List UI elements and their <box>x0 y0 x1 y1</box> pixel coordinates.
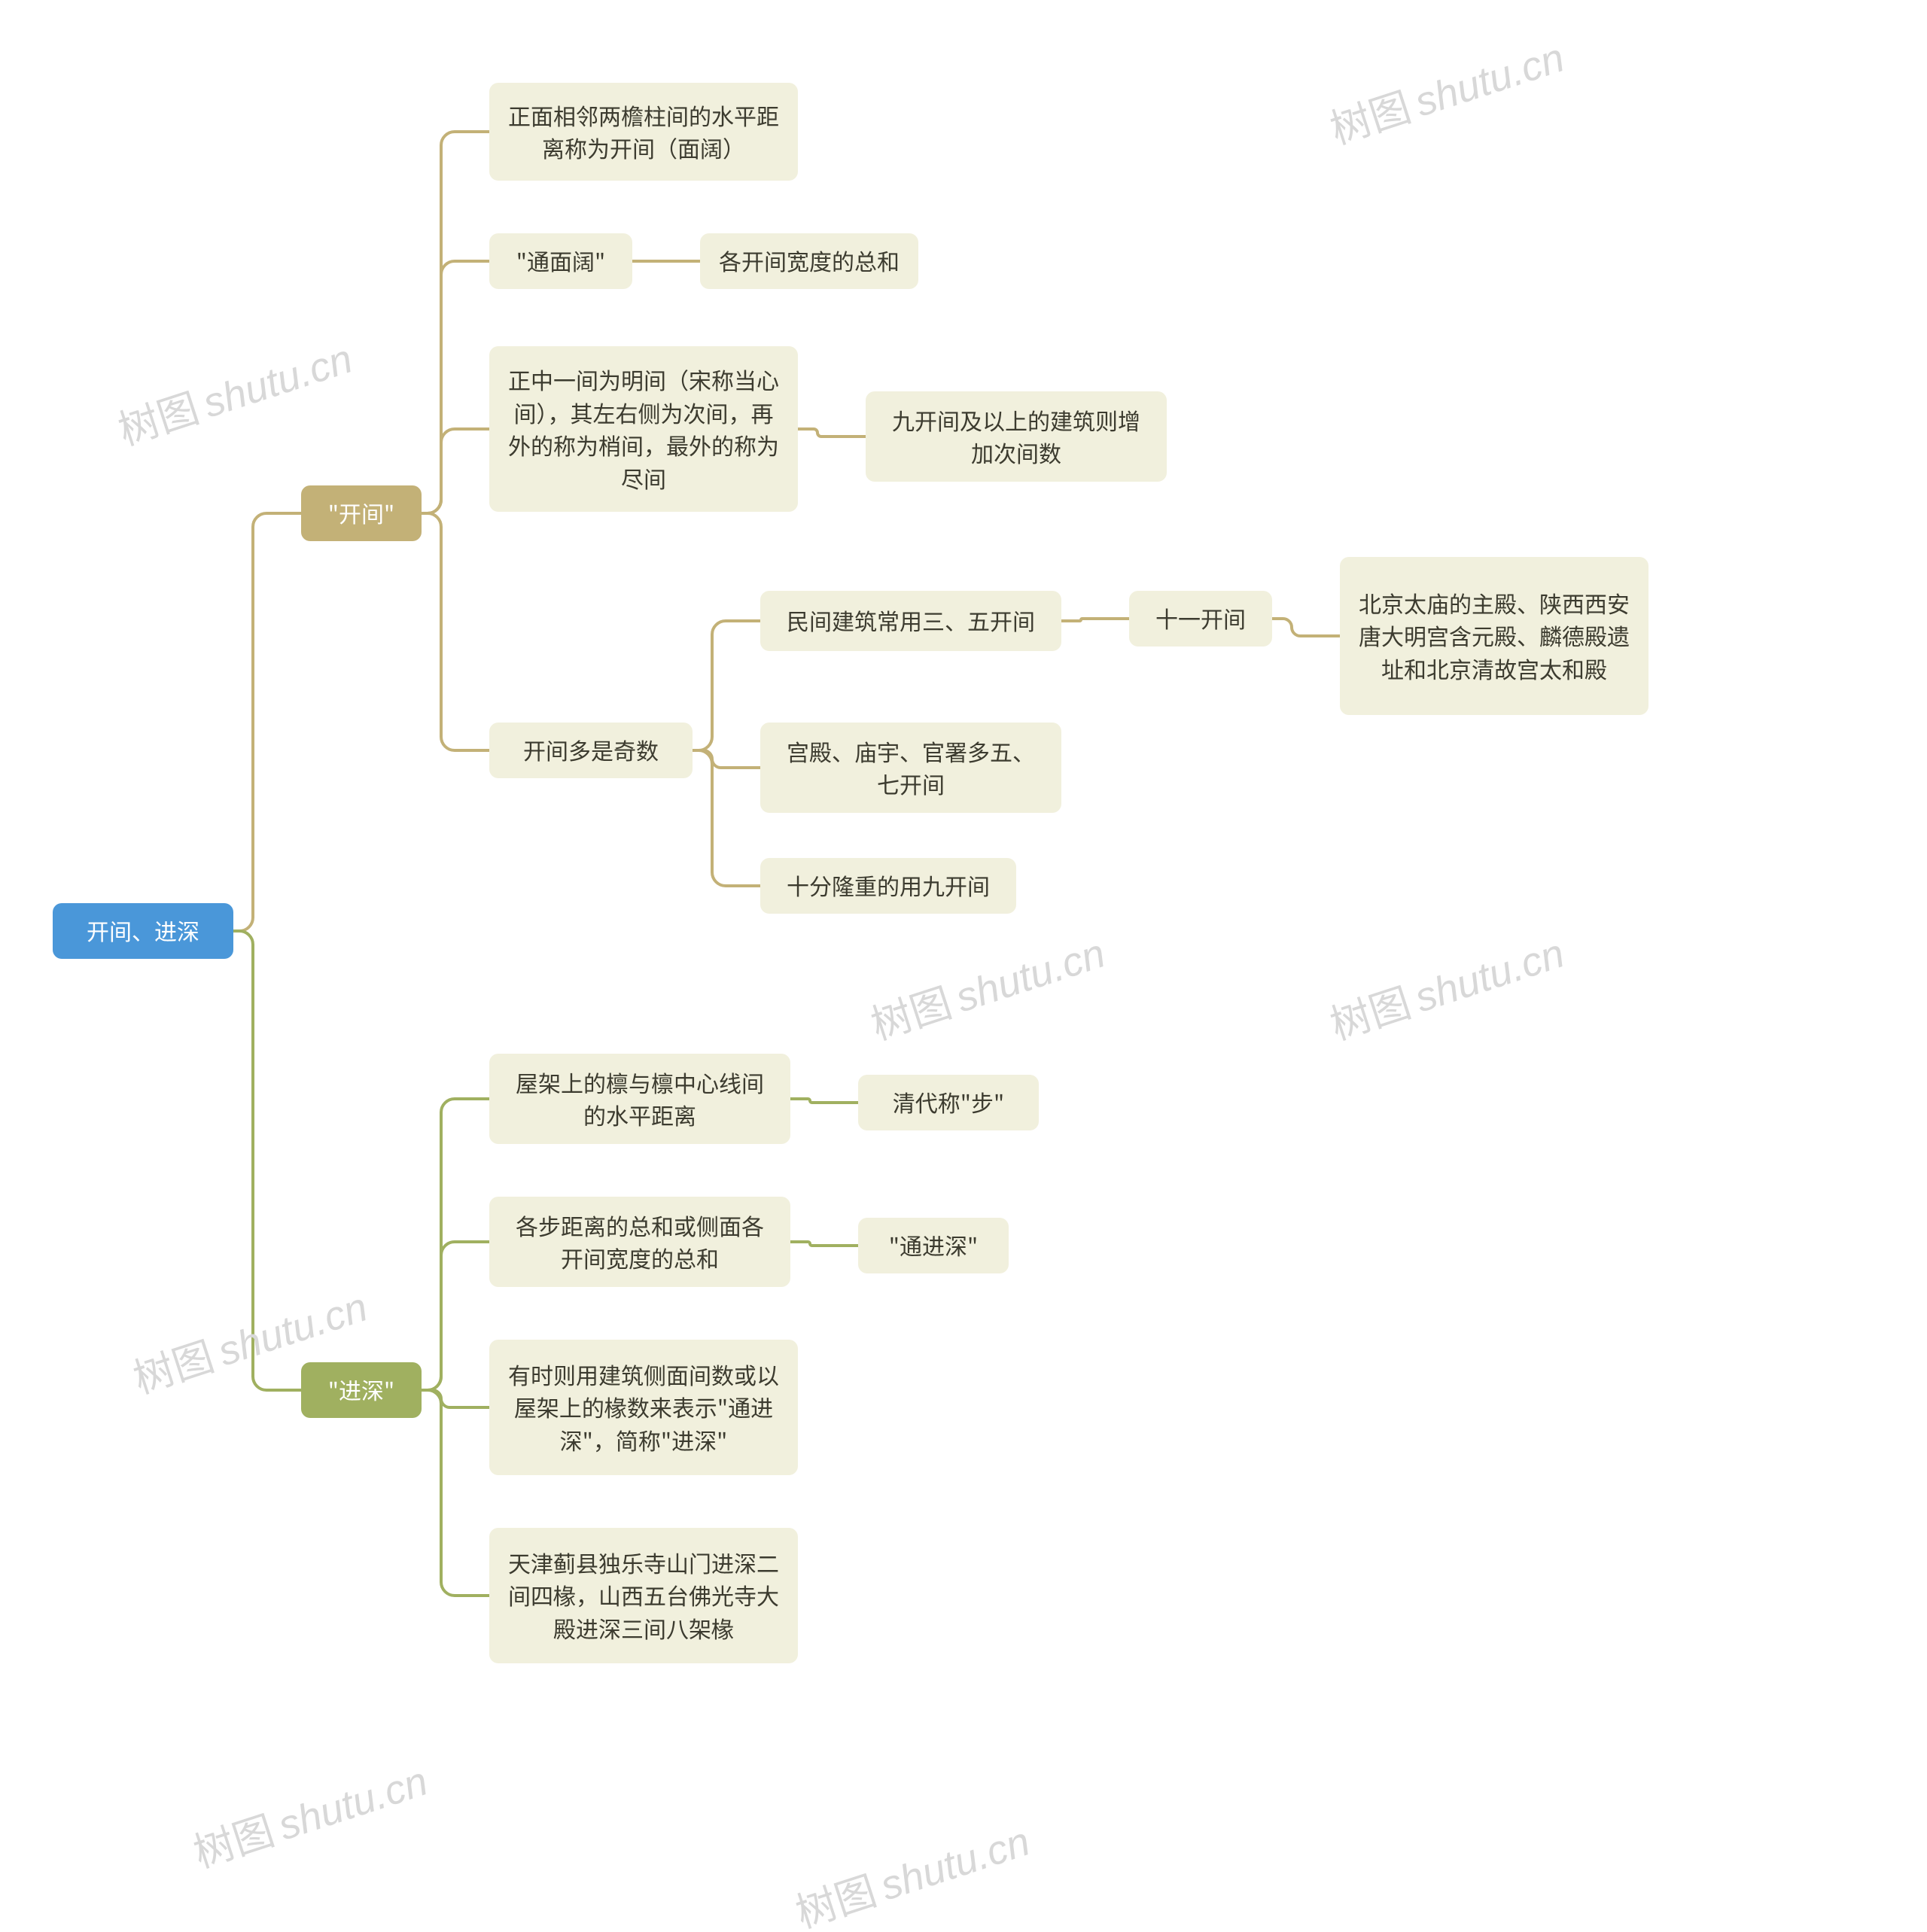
node-solemn-nine: 十分隆重的用九开间 <box>760 858 1016 914</box>
edge <box>233 931 301 1390</box>
node-jinshen-alias: 有时则用建筑侧面间数或以屋架上的椽数来表示"通进深"，简称"进深" <box>489 1340 798 1475</box>
node-mingjian-definition: 正中一间为明间（宋称当心间），其左右侧为次间，再外的称为梢间，最外的称为尽间 <box>489 346 798 512</box>
node-label: 正中一间为明间（宋称当心间），其左右侧为次间，再外的称为梢间，最外的称为尽间 <box>506 364 781 494</box>
node-label: 正面相邻两檐柱间的水平距离称为开间（面阔） <box>506 99 781 165</box>
edge <box>422 1242 489 1390</box>
node-label: 十一开间 <box>1155 602 1246 635</box>
node-label: 十分隆重的用九开间 <box>787 869 990 902</box>
edge <box>798 429 866 437</box>
node-jinshen: "进深" <box>301 1362 422 1418</box>
node-tongmiankuo: "通面阔" <box>489 233 632 289</box>
node-jinshen-label: "进深" <box>328 1374 394 1407</box>
edge <box>790 1242 858 1246</box>
edge <box>422 1390 489 1596</box>
node-label: "通面阔" <box>516 245 605 278</box>
node-kaijian-definition: 正面相邻两檐柱间的水平距离称为开间（面阔） <box>489 83 798 181</box>
node-label: 天津蓟县独乐寺山门进深二间四椽，山西五台佛光寺大殿进深三间八架椽 <box>506 1547 781 1645</box>
edge <box>233 513 301 931</box>
node-tongmiankuo-definition: 各开间宽度的总和 <box>700 233 918 289</box>
node-label: 屋架上的檩与檩中心线间的水平距离 <box>506 1066 774 1132</box>
node-tongjinshen: "通进深" <box>858 1218 1009 1273</box>
node-label: 宫殿、庙宇、官署多五、七开间 <box>777 735 1045 801</box>
node-jinshen-examples: 天津蓟县独乐寺山门进深二间四椽，山西五台佛光寺大殿进深三间八架椽 <box>489 1528 798 1663</box>
node-label: 九开间及以上的建筑则增加次间数 <box>882 404 1150 470</box>
node-label: 北京太庙的主殿、陕西西安唐大明宫含元殿、麟德殿遗址和北京清故宫太和殿 <box>1356 587 1632 686</box>
node-label: 清代称"步" <box>893 1086 1004 1119</box>
node-root-label: 开间、进深 <box>87 914 199 948</box>
node-kaijian: "开间" <box>301 485 422 541</box>
node-label: 有时则用建筑侧面间数或以屋架上的椽数来表示"通进深"，简称"进深" <box>506 1358 781 1457</box>
node-label: 民间建筑常用三、五开间 <box>787 604 1035 637</box>
node-qing-step: 清代称"步" <box>858 1075 1039 1130</box>
edge <box>693 750 760 886</box>
edge <box>422 1390 489 1407</box>
node-label: "通进深" <box>889 1229 978 1262</box>
node-purlin-distance: 屋架上的檩与檩中心线间的水平距离 <box>489 1054 790 1144</box>
edge <box>693 750 760 768</box>
node-common-three-five: 民间建筑常用三、五开间 <box>760 591 1061 651</box>
edge <box>422 1099 489 1390</box>
node-root: 开间、进深 <box>53 903 233 959</box>
node-label: 各步距离的总和或侧面各开间宽度的总和 <box>506 1209 774 1275</box>
edge-layer <box>0 0 1927 1932</box>
edge <box>790 1099 858 1103</box>
edge <box>693 621 760 750</box>
node-odd-bays: 开间多是奇数 <box>489 723 693 778</box>
node-label: 开间多是奇数 <box>523 734 659 767</box>
edge <box>1272 619 1340 636</box>
node-eleven-bay-examples: 北京太庙的主殿、陕西西安唐大明宫含元殿、麟德殿遗址和北京清故宫太和殿 <box>1340 557 1648 715</box>
node-label: 各开间宽度的总和 <box>719 245 900 278</box>
edge <box>422 132 489 513</box>
edge <box>1061 619 1129 621</box>
node-kaijian-label: "开间" <box>328 497 394 530</box>
node-total-steps: 各步距离的总和或侧面各开间宽度的总和 <box>489 1197 790 1287</box>
edge <box>422 513 489 750</box>
mindmap-stage: 开间、进深 "开间" "进深" 正面相邻两檐柱间的水平距离称为开间（面阔） "通… <box>0 0 1927 1932</box>
edge <box>422 261 489 513</box>
node-nine-bay-rule: 九开间及以上的建筑则增加次间数 <box>866 391 1167 482</box>
node-eleven-bay: 十一开间 <box>1129 591 1272 647</box>
edge <box>422 429 489 513</box>
node-palace-five-seven: 宫殿、庙宇、官署多五、七开间 <box>760 723 1061 813</box>
